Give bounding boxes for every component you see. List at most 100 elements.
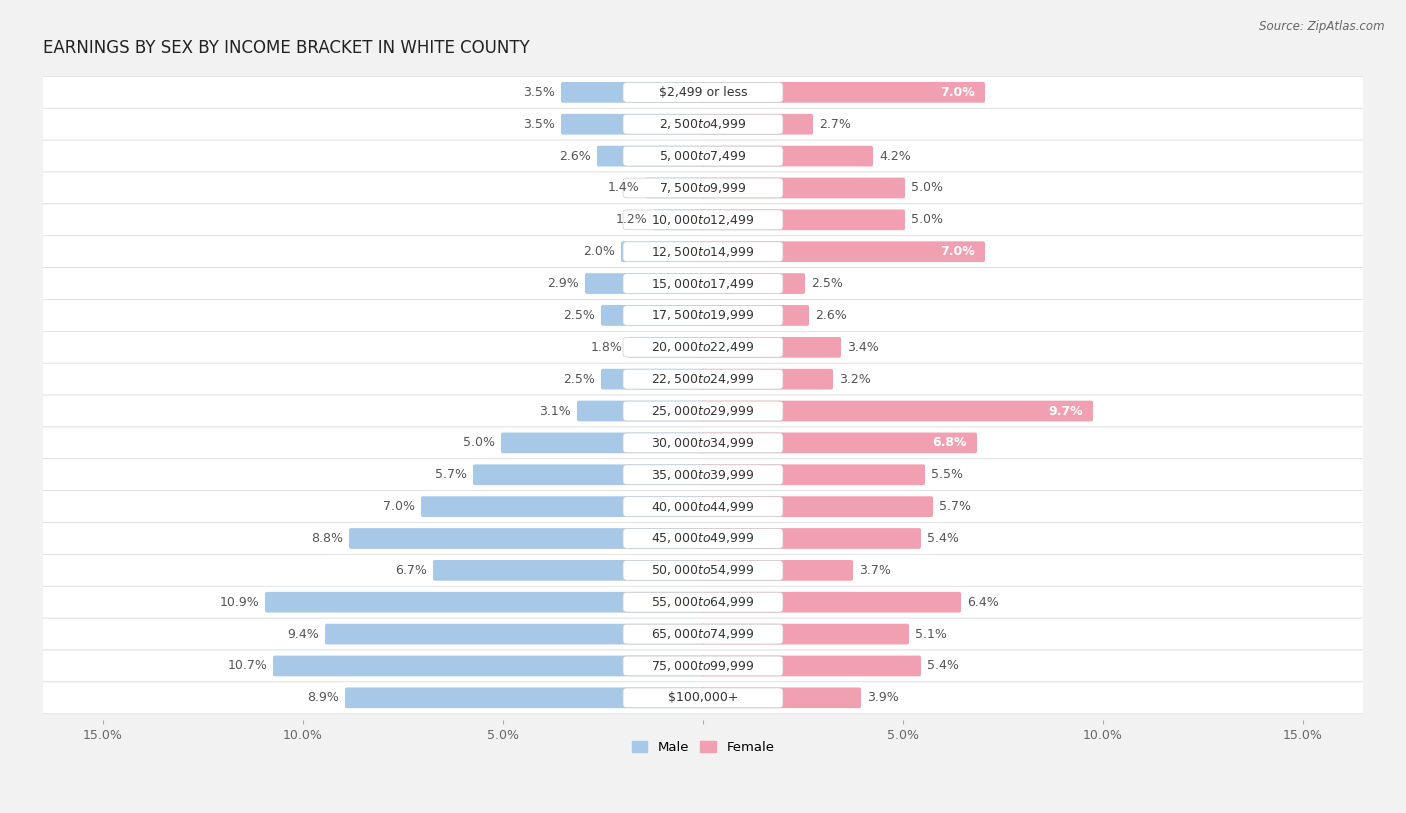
FancyBboxPatch shape (623, 337, 783, 357)
FancyBboxPatch shape (561, 114, 704, 135)
FancyBboxPatch shape (623, 401, 783, 421)
Text: 5.1%: 5.1% (915, 628, 946, 641)
Text: 7.0%: 7.0% (382, 500, 415, 513)
Text: 9.4%: 9.4% (287, 628, 319, 641)
Text: 7.0%: 7.0% (941, 246, 974, 259)
Text: 1.4%: 1.4% (607, 181, 638, 194)
Text: 3.1%: 3.1% (540, 405, 571, 418)
FancyBboxPatch shape (702, 560, 853, 580)
FancyBboxPatch shape (598, 146, 704, 167)
FancyBboxPatch shape (623, 465, 783, 485)
FancyBboxPatch shape (13, 650, 1393, 682)
FancyBboxPatch shape (600, 305, 704, 326)
Legend: Male, Female: Male, Female (626, 736, 780, 759)
FancyBboxPatch shape (13, 332, 1393, 363)
FancyBboxPatch shape (623, 497, 783, 516)
FancyBboxPatch shape (702, 528, 921, 549)
FancyBboxPatch shape (472, 464, 704, 485)
Text: $2,500 to $4,999: $2,500 to $4,999 (659, 117, 747, 131)
Text: 5.0%: 5.0% (463, 437, 495, 450)
Text: 6.8%: 6.8% (932, 437, 967, 450)
Text: $10,000 to $12,499: $10,000 to $12,499 (651, 213, 755, 227)
FancyBboxPatch shape (702, 82, 986, 102)
FancyBboxPatch shape (623, 115, 783, 134)
Text: 3.7%: 3.7% (859, 564, 891, 577)
FancyBboxPatch shape (702, 337, 841, 358)
FancyBboxPatch shape (344, 688, 704, 708)
FancyBboxPatch shape (702, 655, 921, 676)
Text: 5.7%: 5.7% (434, 468, 467, 481)
FancyBboxPatch shape (702, 592, 960, 612)
FancyBboxPatch shape (623, 82, 783, 102)
FancyBboxPatch shape (623, 593, 783, 612)
FancyBboxPatch shape (623, 624, 783, 644)
Text: 8.8%: 8.8% (311, 532, 343, 545)
FancyBboxPatch shape (13, 554, 1393, 586)
Text: $35,000 to $39,999: $35,000 to $39,999 (651, 467, 755, 482)
FancyBboxPatch shape (420, 496, 704, 517)
FancyBboxPatch shape (623, 688, 783, 707)
FancyBboxPatch shape (623, 241, 783, 262)
Text: 3.4%: 3.4% (846, 341, 879, 354)
Text: $17,500 to $19,999: $17,500 to $19,999 (651, 308, 755, 323)
FancyBboxPatch shape (628, 337, 704, 358)
FancyBboxPatch shape (702, 146, 873, 167)
Text: $5,000 to $7,499: $5,000 to $7,499 (659, 149, 747, 163)
FancyBboxPatch shape (13, 427, 1393, 459)
Text: 2.0%: 2.0% (583, 246, 614, 259)
FancyBboxPatch shape (645, 177, 704, 198)
Text: $22,500 to $24,999: $22,500 to $24,999 (651, 372, 755, 386)
Text: 3.2%: 3.2% (839, 372, 870, 385)
FancyBboxPatch shape (13, 267, 1393, 299)
Text: 5.4%: 5.4% (927, 532, 959, 545)
Text: $30,000 to $34,999: $30,000 to $34,999 (651, 436, 755, 450)
Text: 6.7%: 6.7% (395, 564, 427, 577)
FancyBboxPatch shape (13, 682, 1393, 714)
FancyBboxPatch shape (702, 210, 905, 230)
FancyBboxPatch shape (273, 655, 704, 676)
FancyBboxPatch shape (623, 528, 783, 548)
Text: 6.4%: 6.4% (967, 596, 998, 609)
FancyBboxPatch shape (13, 299, 1393, 332)
Text: 2.6%: 2.6% (815, 309, 846, 322)
Text: $25,000 to $29,999: $25,000 to $29,999 (651, 404, 755, 418)
Text: $100,000+: $100,000+ (668, 691, 738, 704)
FancyBboxPatch shape (13, 459, 1393, 491)
Text: $75,000 to $99,999: $75,000 to $99,999 (651, 659, 755, 673)
Text: 9.7%: 9.7% (1049, 405, 1083, 418)
FancyBboxPatch shape (702, 177, 905, 198)
Text: $65,000 to $74,999: $65,000 to $74,999 (651, 627, 755, 641)
FancyBboxPatch shape (623, 656, 783, 676)
Text: 4.2%: 4.2% (879, 150, 911, 163)
Text: $55,000 to $64,999: $55,000 to $64,999 (651, 595, 755, 609)
FancyBboxPatch shape (623, 210, 783, 230)
Text: 7.0%: 7.0% (941, 86, 974, 99)
FancyBboxPatch shape (13, 108, 1393, 140)
Text: 3.5%: 3.5% (523, 86, 555, 99)
FancyBboxPatch shape (13, 236, 1393, 267)
Text: 1.2%: 1.2% (616, 213, 647, 226)
FancyBboxPatch shape (702, 464, 925, 485)
Text: 2.7%: 2.7% (818, 118, 851, 131)
Text: 2.6%: 2.6% (560, 150, 591, 163)
FancyBboxPatch shape (702, 496, 934, 517)
Text: EARNINGS BY SEX BY INCOME BRACKET IN WHITE COUNTY: EARNINGS BY SEX BY INCOME BRACKET IN WHI… (44, 39, 530, 58)
FancyBboxPatch shape (702, 624, 908, 645)
FancyBboxPatch shape (585, 273, 704, 294)
FancyBboxPatch shape (13, 523, 1393, 554)
FancyBboxPatch shape (702, 273, 806, 294)
FancyBboxPatch shape (623, 369, 783, 389)
FancyBboxPatch shape (266, 592, 704, 612)
FancyBboxPatch shape (13, 76, 1393, 108)
Text: $20,000 to $22,499: $20,000 to $22,499 (651, 341, 755, 354)
Text: 5.0%: 5.0% (911, 181, 943, 194)
FancyBboxPatch shape (13, 586, 1393, 618)
FancyBboxPatch shape (623, 178, 783, 198)
Text: 3.5%: 3.5% (523, 118, 555, 131)
Text: 10.7%: 10.7% (228, 659, 267, 672)
Text: 5.5%: 5.5% (931, 468, 963, 481)
Text: 5.0%: 5.0% (911, 213, 943, 226)
FancyBboxPatch shape (702, 369, 832, 389)
Text: $7,500 to $9,999: $7,500 to $9,999 (659, 181, 747, 195)
Text: $12,500 to $14,999: $12,500 to $14,999 (651, 245, 755, 259)
